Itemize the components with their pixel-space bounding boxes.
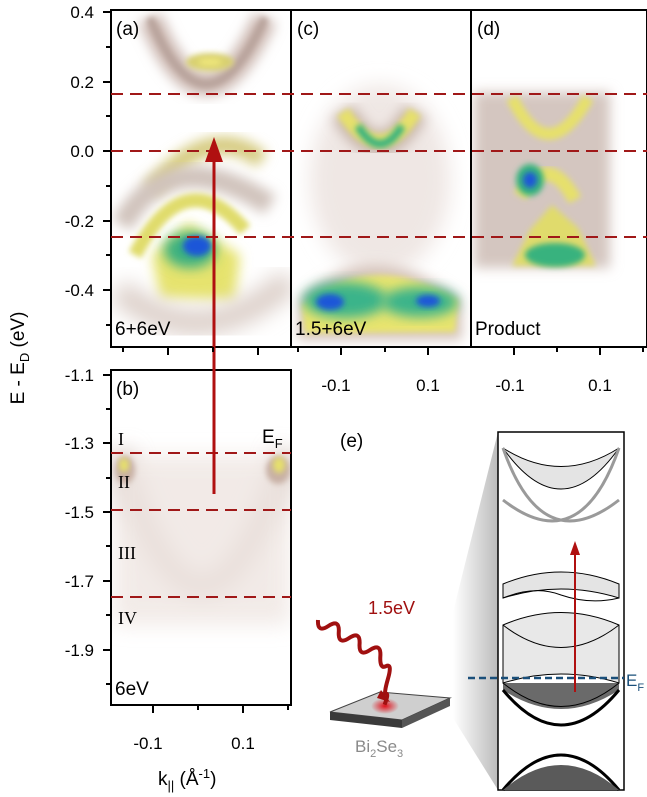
lower-y-axis [103,374,111,685]
tick-label: 0.2 [70,73,94,92]
lower-guide-lines [111,452,291,598]
upper-guide-lines [111,93,647,238]
tick-label: -1.1 [65,366,94,385]
tick-label: -0.1 [321,376,350,395]
lower-x-tick-labels: -0.1 0.1 [133,734,254,753]
fermi-label-e: EF [626,671,644,694]
transition-arrow [205,137,223,494]
tick-label: 0.1 [416,376,440,395]
pump-energy-label: 1.5eV [368,598,415,618]
fermi-label-b: EF [262,427,283,451]
region-label-III: III [118,543,136,563]
tick-label: -0.2 [65,212,94,231]
region-label-II: II [118,472,130,492]
tick-label: -1.7 [65,572,94,591]
lower-y-tick-labels: -1.1 -1.3 -1.5 -1.7 -1.9 [65,366,94,660]
panel-a-energy: 6+6eV [115,319,171,340]
panel-b-energy: 6eV [115,679,149,700]
tick-label: 0.0 [70,142,94,161]
panel-d-frame [470,9,647,348]
tick-label: -1.3 [65,434,94,453]
upper-y-axis [103,11,111,326]
tick-label: -1.9 [65,641,94,660]
x-axis-label: k|| (Å-1) [158,766,216,793]
tick-label: 0.1 [588,376,612,395]
panel-a-label: (a) [116,19,139,40]
y-axis-label: E - ED (eV) [8,312,32,405]
panel-d-energy: Product [475,319,541,340]
region-label-I: I [118,429,124,449]
lower-x-ticks [152,705,289,713]
tick-label: -0.1 [133,734,162,753]
panel-d-spectrum [471,10,647,347]
panel-b-spectrum [111,370,291,705]
schematic-e: EF 1.5eV Bi2Se3 [315,431,644,791]
tick-label: -1.5 [65,503,94,522]
panel-e-label: (e) [340,431,363,452]
light-pulse [315,619,392,706]
region-label-IV: IV [118,608,137,628]
panel-c-energy: 1.5+6eV [295,319,367,340]
tick-label: 0.1 [231,734,255,753]
upper-y-tick-labels: 0.4 0.2 0.0 -0.2 -0.4 [65,3,94,300]
panel-c-label: (c) [297,19,319,40]
tick-label: -0.4 [65,281,94,300]
upper-x-ticks [122,347,644,355]
panel-d-label: (d) [477,19,500,40]
tick-label: -0.1 [495,376,524,395]
panel-c-spectrum [291,10,471,347]
upper-x-tick-labels: -0.1 0.1 -0.1 0.1 [321,376,611,395]
sample-label: Bi2Se3 [355,737,403,760]
projection-cone [453,432,498,790]
tick-label: 0.4 [70,3,94,22]
laser-spot [371,698,399,714]
panel-a-spectrum [111,10,291,347]
band-diagram-frame [497,431,625,791]
panel-b-label: (b) [116,379,139,400]
panel-b-frame [110,369,292,706]
